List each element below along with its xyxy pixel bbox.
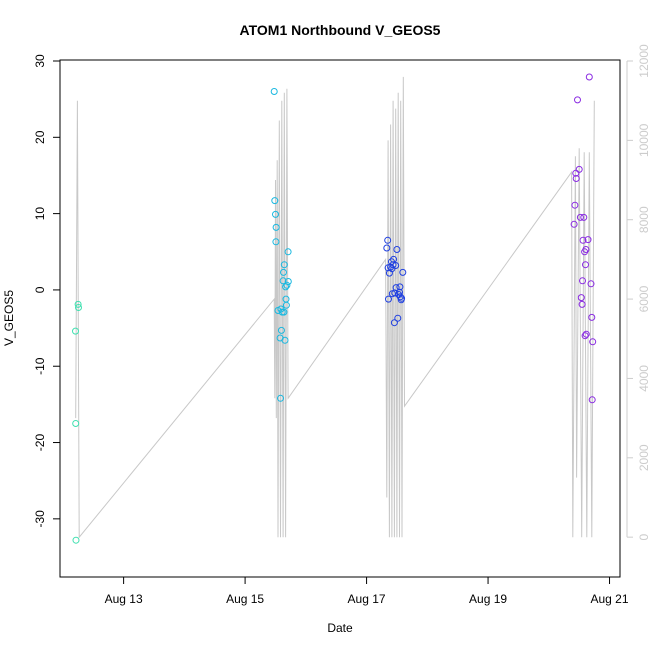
data-point xyxy=(75,304,82,311)
data-point xyxy=(383,244,391,252)
data-point xyxy=(396,288,403,296)
data-point xyxy=(282,283,290,291)
data-point xyxy=(72,536,80,544)
data-point xyxy=(571,201,579,209)
data-point xyxy=(582,246,590,253)
data-point xyxy=(72,327,79,335)
y-tick-label: 30 xyxy=(33,54,47,68)
data-point xyxy=(582,261,589,269)
data-point xyxy=(280,268,287,276)
data-point xyxy=(390,319,398,327)
y-tick-label: 0 xyxy=(33,286,47,293)
data-point xyxy=(270,88,278,95)
data-point xyxy=(398,294,406,302)
x-tick-label: Aug 15 xyxy=(226,592,264,606)
data-point xyxy=(575,165,583,173)
data-point xyxy=(392,284,400,292)
data-point xyxy=(282,301,290,309)
data-point xyxy=(284,278,292,285)
data-point xyxy=(280,261,288,269)
data-point xyxy=(271,197,279,205)
data-point xyxy=(396,293,404,301)
y2-tick-label: 2000 xyxy=(637,444,650,471)
data-point xyxy=(585,73,593,81)
x-tick-label: Aug 21 xyxy=(591,592,629,606)
data-point xyxy=(284,248,292,256)
data-point xyxy=(581,332,589,340)
y-tick-label: -10 xyxy=(33,357,47,375)
data-point xyxy=(279,277,287,285)
data-point xyxy=(277,326,285,334)
y2-axis: 0 2000 4000 6000 8000 10000 12000 xyxy=(626,44,650,541)
data-point xyxy=(283,281,291,289)
data-point xyxy=(572,175,580,182)
data-point xyxy=(392,262,400,269)
x-tick-label: Aug 17 xyxy=(348,592,386,606)
x-tick-label: Aug 13 xyxy=(105,592,143,606)
y-tick-label: 10 xyxy=(33,207,47,221)
data-point xyxy=(577,294,585,302)
y2-tick-label: 8000 xyxy=(637,206,650,233)
y-axis-label: V_GEOS5 xyxy=(2,290,16,346)
y2-tick-label: 6000 xyxy=(637,285,650,312)
data-point xyxy=(584,236,592,244)
data-point xyxy=(384,236,392,244)
background-series-line xyxy=(75,76,595,539)
data-point xyxy=(390,255,398,263)
data-point xyxy=(578,300,586,308)
y-tick-label: -30 xyxy=(33,510,47,528)
data-point xyxy=(574,96,581,104)
data-point xyxy=(396,283,404,291)
data-point xyxy=(580,213,588,221)
data-point xyxy=(74,300,82,308)
background-series-layer xyxy=(75,76,595,539)
data-point xyxy=(587,280,595,288)
data-point xyxy=(393,246,401,253)
data-point xyxy=(579,277,586,285)
data-point xyxy=(272,238,280,246)
y-axis: -30 -20 -10 0 10 20 30 xyxy=(33,54,60,528)
data-point xyxy=(272,223,280,231)
chart-title: ATOM1 Northbound V_GEOS5 xyxy=(240,22,441,38)
data-point xyxy=(272,210,279,218)
data-points-layer xyxy=(72,73,597,544)
y2-tick-label: 4000 xyxy=(637,365,650,392)
y2-tick-label: 12000 xyxy=(637,44,650,78)
data-point xyxy=(72,420,80,427)
data-point xyxy=(281,336,289,344)
x-tick-label: Aug 19 xyxy=(469,592,507,606)
y-tick-label: 20 xyxy=(33,130,47,144)
x-axis: Aug 13 Aug 15 Aug 17 Aug 19 Aug 21 xyxy=(105,577,629,606)
data-point xyxy=(570,220,578,228)
data-point xyxy=(588,313,596,321)
y2-tick-label: 10000 xyxy=(637,123,650,157)
data-point xyxy=(399,268,407,276)
plot-frame xyxy=(59,59,621,578)
data-point xyxy=(385,295,392,303)
data-point xyxy=(277,394,284,402)
y-tick-label: -20 xyxy=(33,434,47,452)
data-point xyxy=(588,396,596,404)
data-point xyxy=(280,308,288,316)
data-point xyxy=(589,338,597,346)
data-point xyxy=(582,330,590,338)
data-point xyxy=(576,213,584,221)
x-axis-label: Date xyxy=(327,621,353,635)
data-point xyxy=(394,314,402,322)
y2-tick-label: 0 xyxy=(637,534,650,541)
data-point xyxy=(579,236,587,244)
